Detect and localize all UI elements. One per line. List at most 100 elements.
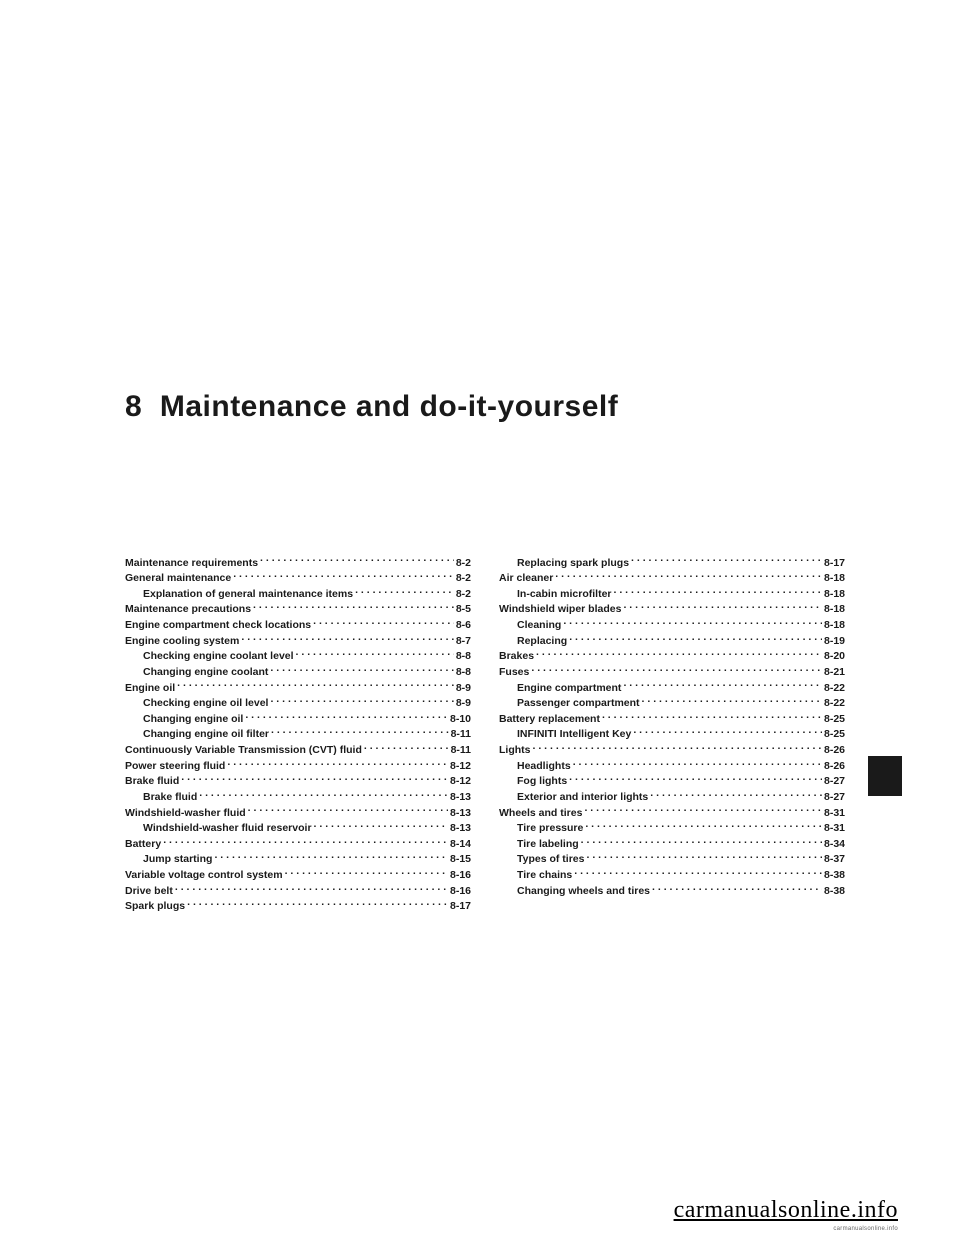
toc-page-ref: 8-8 — [456, 666, 471, 679]
toc-row: Replacing spark plugs8-17 — [499, 555, 845, 570]
toc-label: Changing engine oil — [125, 713, 243, 726]
toc-page-ref: 8-13 — [450, 807, 471, 820]
toc-leader-dots — [536, 649, 822, 660]
toc-label: Fuses — [499, 666, 529, 679]
toc-leader-dots — [602, 711, 822, 722]
toc-page-ref: 8-13 — [450, 791, 471, 804]
toc-row: Windshield wiper blades 8-18 — [499, 602, 845, 617]
toc-row: Engine compartment8-22 — [499, 680, 845, 695]
toc-leader-dots — [270, 664, 453, 675]
toc-leader-dots — [531, 664, 822, 675]
toc-page-ref: 8-31 — [824, 822, 845, 835]
chapter-name: Maintenance and do-it-yourself — [160, 390, 618, 423]
toc-page-ref: 8-6 — [456, 619, 471, 632]
toc-leader-dots — [650, 789, 822, 800]
toc-label: Brake fluid — [125, 791, 197, 804]
toc-row: Replacing8-19 — [499, 633, 845, 648]
toc-label: Changing wheels and tires — [499, 885, 650, 898]
toc-row: Passenger compartment8-22 — [499, 696, 845, 711]
toc-leader-dots — [555, 571, 822, 582]
toc-row: Variable voltage control system8-16 — [125, 868, 471, 883]
toc-leader-dots — [248, 805, 448, 816]
chapter-title: 8 Maintenance and do-it-yourself — [125, 390, 618, 424]
toc-leader-dots — [581, 836, 822, 847]
toc-page-ref: 8-5 — [456, 603, 471, 616]
toc-label: Cleaning — [499, 619, 561, 632]
toc-leader-dots — [563, 618, 822, 629]
toc-leader-dots — [271, 727, 449, 738]
toc-page-ref: 8-18 — [824, 572, 845, 585]
toc-leader-dots — [642, 696, 822, 707]
toc-row: Fog lights 8-27 — [499, 774, 845, 789]
toc-label: Battery — [125, 838, 161, 851]
toc-row: General maintenance8-2 — [125, 571, 471, 586]
toc-row: Tire pressure 8-31 — [499, 821, 845, 836]
toc-row: Changing wheels and tires 8-38 — [499, 883, 845, 898]
toc-page-ref: 8-2 — [456, 588, 471, 601]
toc-page-ref: 8-18 — [824, 603, 845, 616]
toc-page-ref: 8-14 — [450, 838, 471, 851]
toc-row: Drive belt8-16 — [125, 883, 471, 898]
toc-label: Changing engine oil filter — [125, 728, 269, 741]
toc-leader-dots — [227, 758, 448, 769]
toc-label: Headlights — [499, 760, 571, 773]
toc-label: Windshield-washer fluid reservoir — [125, 822, 312, 835]
toc-label: Lights — [499, 744, 531, 757]
toc-leader-dots — [187, 899, 448, 910]
toc-leader-dots — [177, 680, 454, 691]
toc-label: Wheels and tires — [499, 807, 582, 820]
toc-row: Fuses8-21 — [499, 664, 845, 679]
toc-label: Windshield-washer fluid — [125, 807, 246, 820]
toc-page-ref: 8-31 — [824, 807, 845, 820]
toc-page-ref: 8-12 — [450, 775, 471, 788]
toc-row: Brake fluid 8-13 — [125, 789, 471, 804]
toc-label: Types of tires — [499, 853, 585, 866]
toc-row: Cleaning8-18 — [499, 618, 845, 633]
toc-page-ref: 8-13 — [450, 822, 471, 835]
toc-label: Explanation of general maintenance items — [125, 588, 353, 601]
toc-page-ref: 8-26 — [824, 760, 845, 773]
toc-row: Changing engine oil8-10 — [125, 711, 471, 726]
toc-label: General maintenance — [125, 572, 231, 585]
toc-page-ref: 8-2 — [456, 557, 471, 570]
toc-page-ref: 8-17 — [824, 557, 845, 570]
toc-page-ref: 8-12 — [450, 760, 471, 773]
toc-page-ref: 8-22 — [824, 682, 845, 695]
toc-label: Exterior and interior lights — [499, 791, 648, 804]
toc-row: Air cleaner8-18 — [499, 571, 845, 586]
toc-leader-dots — [313, 618, 454, 629]
toc-leader-dots — [296, 649, 454, 660]
toc-label: Tire pressure — [499, 822, 583, 835]
toc-label: Windshield wiper blades — [499, 603, 621, 616]
toc-row: Tire chains8-38 — [499, 868, 845, 883]
toc-label: Checking engine coolant level — [125, 650, 294, 663]
toc-row: Checking engine oil level8-9 — [125, 696, 471, 711]
toc-leader-dots — [584, 805, 822, 816]
toc-leader-dots — [181, 774, 448, 785]
toc-label: Maintenance requirements — [125, 557, 258, 570]
toc-label: Engine cooling system — [125, 635, 239, 648]
toc-page-ref: 8-38 — [824, 885, 845, 898]
toc-leader-dots — [585, 821, 822, 832]
toc-page-ref: 8-18 — [824, 588, 845, 601]
toc-label: Power steering fluid — [125, 760, 225, 773]
toc-row: Engine oil8-9 — [125, 680, 471, 695]
toc-label: Fog lights — [499, 775, 567, 788]
toc-leader-dots — [623, 680, 822, 691]
toc-leader-dots — [314, 821, 448, 832]
toc-leader-dots — [533, 743, 822, 754]
toc-leader-dots — [285, 868, 448, 879]
toc-label: Tire labeling — [499, 838, 579, 851]
toc-leader-dots — [163, 836, 448, 847]
toc-page-ref: 8-27 — [824, 775, 845, 788]
toc-row: Types of tires8-37 — [499, 852, 845, 867]
toc-row: Checking engine coolant level8-8 — [125, 649, 471, 664]
watermark: carmanualsonline.info — [674, 1197, 898, 1224]
toc-page-ref: 8-16 — [450, 885, 471, 898]
toc-leader-dots — [364, 743, 449, 754]
toc-row: Windshield-washer fluid reservoir 8-13 — [125, 821, 471, 836]
toc-row: Battery replacement8-25 — [499, 711, 845, 726]
toc-label: Variable voltage control system — [125, 869, 283, 882]
toc-leader-dots — [260, 555, 454, 566]
toc-column-2: Replacing spark plugs8-17Air cleaner8-18… — [499, 555, 845, 914]
